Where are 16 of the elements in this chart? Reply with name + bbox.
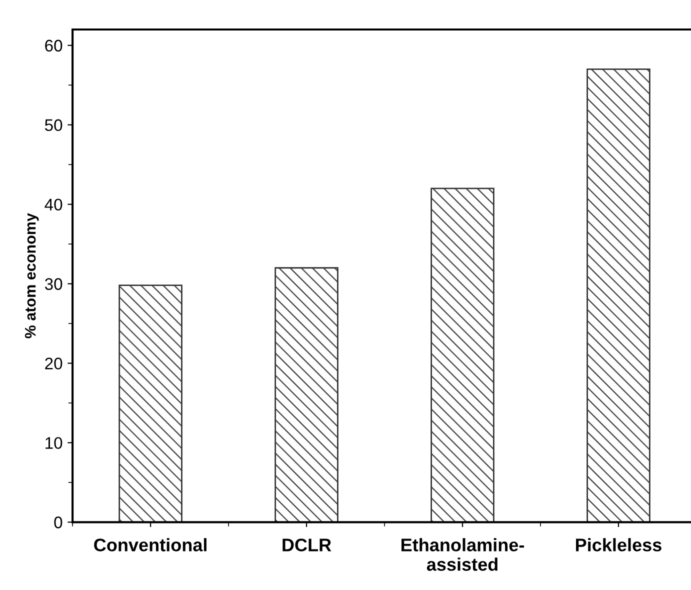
- y-tick-label: 0: [54, 516, 62, 528]
- x-tick-label: Pickleless: [576, 538, 662, 552]
- bar: [274, 267, 338, 522]
- y-tick-label: 20: [45, 358, 62, 370]
- x-tick-label: Conventional: [94, 538, 206, 552]
- y-axis-title: % atom economy: [24, 213, 39, 338]
- bar: [586, 68, 650, 522]
- x-tick-label: Ethanolamine- assisted: [402, 538, 524, 571]
- y-tick-label: 40: [44, 198, 62, 211]
- y-tick-label: 60: [45, 40, 62, 52]
- x-tick-label: DCLR: [282, 538, 332, 552]
- y-tick-label: 30: [44, 278, 62, 290]
- y-tick-label: 50: [44, 119, 62, 132]
- bar: [430, 188, 494, 522]
- bar: [118, 284, 182, 522]
- y-tick-label: 10: [46, 437, 62, 449]
